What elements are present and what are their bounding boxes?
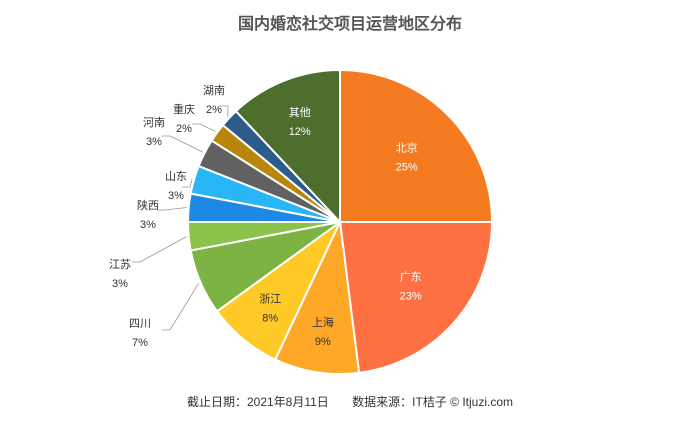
slice-value-3: 8% [262,312,278,324]
slice-value-5: 3% [112,278,128,290]
pie-slice-2 [273,218,361,375]
slice-label-9: 重庆 [173,102,195,116]
slice-label-4: 四川 [129,318,151,330]
footer-source: 数据来源：IT桔子 © Itjuzi.com [352,395,514,409]
slice-label-10: 湖南 [203,84,225,97]
pie-slice-11 [234,68,341,225]
slice-label-0: 北京 [396,140,418,154]
leader-line-4 [162,282,200,331]
footer-date: 截止日期：2021年8月11日 [186,395,329,409]
slice-label-5: 江苏 [109,258,131,271]
footer: 截止日期：2021年8月11日 数据来源：IT桔子 © Itjuzi.com [0,393,700,410]
chart-title: 国内婚恋社交项目运营地区分布 [237,16,462,33]
slice-label-7: 山东 [165,170,187,183]
slice-label-11: 其他 [289,106,311,119]
pie-slice-1 [338,221,494,374]
slice-label-1: 广东 [400,270,422,283]
slice-label-6: 陕西 [137,198,159,212]
slice-value-1: 23% [400,290,422,302]
slice-label-8: 河南 [143,116,165,129]
slice-value-6: 3% [140,219,156,231]
pie-slice-0 [339,68,494,223]
leader-line-9 [192,123,216,132]
leader-line-8 [162,135,203,153]
slice-value-8: 3% [146,136,162,148]
slice-value-10: 2% [206,104,222,116]
slice-value-2: 9% [315,336,331,348]
slice-value-0: 25% [396,161,418,173]
slice-label-3: 浙江 [259,292,281,305]
slice-value-4: 7% [132,337,148,349]
leader-line-6 [157,207,187,211]
slice-label-2: 上海 [312,315,334,329]
leader-line-5 [132,236,187,263]
slice-value-7: 3% [168,190,184,202]
slice-value-11: 12% [289,126,311,138]
leader-line-7 [182,178,193,188]
leader-line-10 [220,105,229,117]
slice-value-9: 2% [176,123,192,135]
